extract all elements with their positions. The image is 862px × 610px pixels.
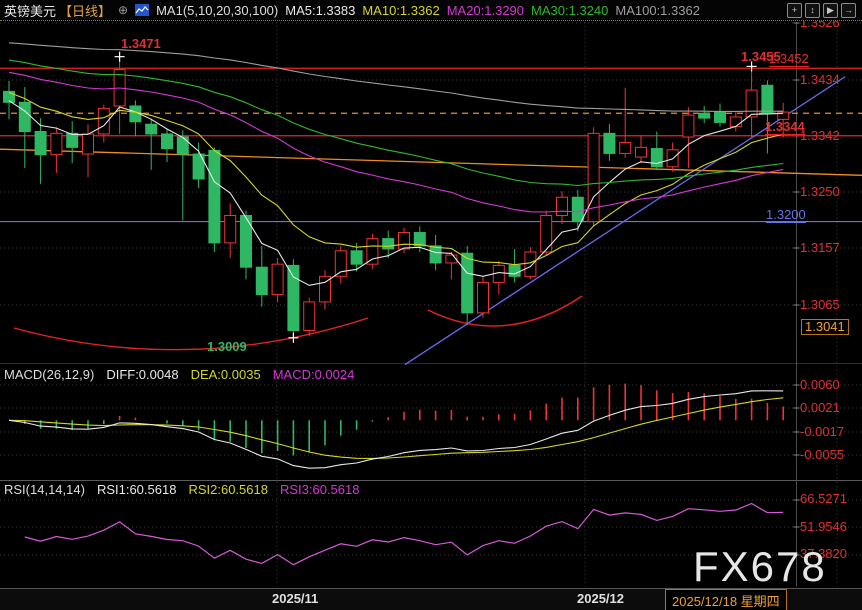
timeframe-label: 【日线】 [59,3,112,19]
rsi3-value: RSI3:60.5618 [279,482,360,497]
macd-title: MACD(26,12,9) [4,367,95,382]
last-price-label: 1.3344 [765,119,805,135]
rsi-title: RSI(14,14,14) [4,482,85,497]
price-axis-label: 1.3157 [800,240,840,255]
line-chart-icon[interactable] [135,4,150,16]
rsi-axis-label: 51.9546 [800,519,847,534]
rsi-axis-label: 37.3820 [800,546,847,561]
scale-axis-icon[interactable]: ↕ [805,2,820,18]
ma-settings-label: MA1(5,10,20,30,100) [156,2,279,18]
macd-axis-label: 0.0021 [800,400,840,415]
time-axis-month-label: 2025/11 [272,591,319,606]
symbol-name: 英镑美元 [4,3,57,19]
macd-title-row: MACD(26,12,9) DIFF:0.0048 DEA:0.0035 MAC… [4,367,354,382]
macd-macd-value: MACD:0.0024 [272,367,355,382]
macd-diff-value: DIFF:0.0048 [106,367,179,382]
price-axis-label: 1.3065 [800,297,840,312]
time-axis-month-label: 2025/12 [577,591,624,606]
macd-dea-value: DEA:0.0035 [190,367,261,382]
rsi1-value: RSI1:60.5618 [96,482,177,497]
ma100-value: MA100:1.3362 [615,2,700,18]
swing-low-label: 1.3009 [207,339,247,354]
rsi-axis-label: 66.5271 [800,491,847,506]
watermark: FX678 [693,543,827,590]
rsi-title-row: RSI(14,14,14) RSI1:60.5618 RSI2:60.5618 … [4,482,359,497]
macd-axis-label: -0.0017 [800,424,845,439]
price-axis-label: 1.3250 [800,184,840,199]
chart-toolbar: + ↕ ▶ → [787,2,858,18]
recent-high-label: 1.3455 [741,49,781,64]
macd-axis-label: -0.0055 [800,447,845,462]
ma5-value: MA5:1.3383 [285,2,356,18]
crosshair-tool-icon[interactable]: + [787,2,802,18]
ma10-value: MA10:1.3362 [362,2,440,18]
time-axis: 2025/11 2025/12 2025/12/18 星期四 [0,588,862,610]
blue-level-label: 1.3200 [766,207,806,223]
orange-level-label: 1.3041 [801,319,849,335]
swing-high-label: 1.3471 [121,36,161,51]
header-bar: 英镑美元 【日线】 ⊕ MA1(5,10,20,30,100) MA5:1.33… [0,0,862,21]
circle-plus-icon[interactable]: ⊕ [118,3,129,17]
price-axis-label: 1.3342 [800,128,840,143]
rsi2-value: RSI2:60.5618 [188,482,268,497]
resistance-line-label: 1.3452 [769,51,809,67]
ma30-value: MA30:1.3240 [531,2,609,18]
price-axis-label: 1.3434 [800,72,840,87]
step-forward-icon[interactable]: ▶ [823,2,838,18]
pan-right-icon[interactable]: → [841,2,856,18]
current-date-badge: 2025/12/18 星期四 [665,589,787,610]
macd-axis-label: 0.0060 [800,377,840,392]
ma20-value: MA20:1.3290 [446,2,525,18]
